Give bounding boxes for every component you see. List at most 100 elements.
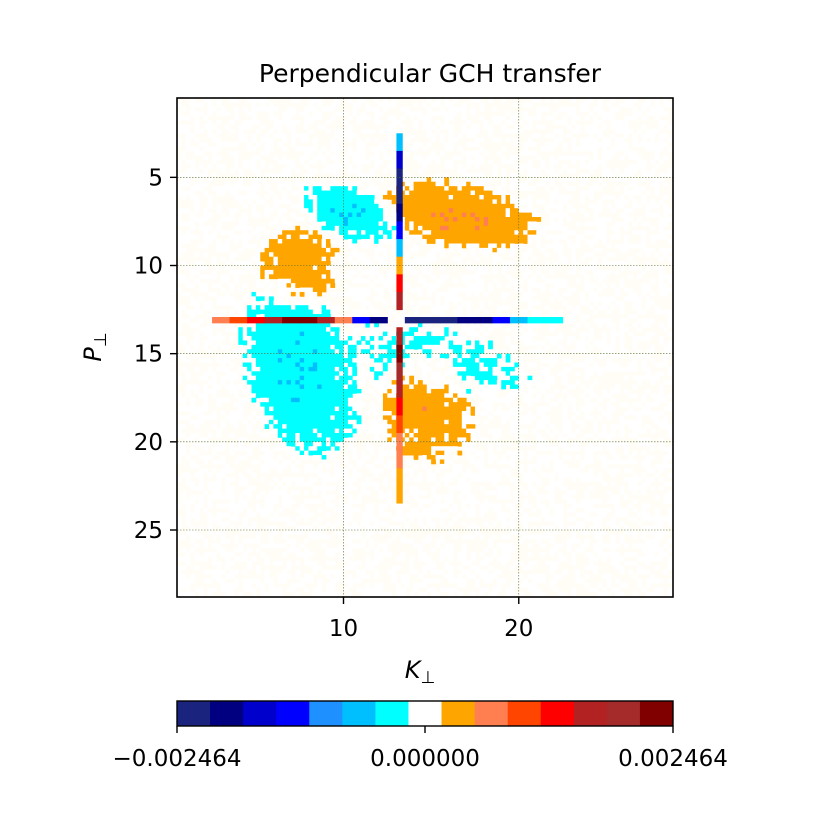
heatmap-cell-1597 — [190, 217, 195, 222]
heatmap-cell-3992 — [347, 371, 353, 377]
heatmap-cell-4821 — [347, 419, 353, 425]
heatmap-cell-2587 — [387, 278, 393, 284]
heatmap-cell-1006 — [198, 181, 204, 187]
heatmap-cell-312 — [207, 124, 213, 130]
heatmap-cell-2936 — [496, 305, 502, 310]
heatmap-cell-1740 — [575, 221, 581, 227]
heatmap-cell-2706 — [453, 287, 458, 293]
heatmap-cell-4924 — [514, 424, 520, 430]
heatmap-cell-728 — [619, 155, 625, 161]
heatmap-cell-1360 — [623, 199, 629, 205]
heatmap-cell-4436 — [330, 397, 336, 403]
heatmap-cell-1228 — [304, 194, 309, 200]
heatmap-cell-3414 — [658, 336, 664, 341]
heatmap-cell-1282 — [588, 194, 594, 200]
heatmap-cell-1477 — [409, 208, 415, 214]
heatmap-cell-4461 — [461, 397, 467, 403]
heatmap-cell-3722 — [597, 353, 603, 359]
heatmap-cell-2134 — [553, 243, 559, 249]
heatmap-cell-2504 — [207, 274, 213, 280]
heatmap-cell-4313 — [488, 388, 493, 394]
heatmap-cell-834 — [628, 164, 634, 169]
heatmap-cell-1011 — [251, 181, 257, 187]
heatmap-cell-4952 — [290, 428, 296, 434]
heatmap-cell-3030 — [264, 314, 270, 319]
heatmap-cell-902 — [273, 172, 279, 178]
heatmap-cell-710 — [466, 155, 471, 161]
heatmap-cell-3289 — [325, 331, 331, 337]
heatmap-cell-442 — [439, 133, 445, 139]
heatmap-cell-321 — [286, 124, 292, 130]
heatmap-cell-2935 — [479, 305, 485, 310]
heatmap-cell-960 — [343, 177, 349, 183]
heatmap-cell-4087 — [483, 375, 489, 381]
heatmap-cell-3202 — [203, 327, 209, 333]
heatmap-cell-4429 — [299, 397, 305, 403]
heatmap-cell-2010 — [233, 239, 239, 244]
heatmap-cell-851 — [308, 168, 314, 174]
heatmap-cell-4771 — [466, 415, 471, 421]
heatmap-cell-3641 — [575, 349, 581, 355]
heatmap-cell-879 — [588, 168, 594, 174]
heatmap-cell-2237 — [361, 252, 366, 258]
heatmap-cell-1626 — [378, 217, 384, 222]
heatmap-cell-1811 — [510, 225, 515, 231]
heatmap-cell-929 — [549, 172, 555, 178]
heatmap-cell-376 — [334, 128, 340, 134]
heatmap-cell-537 — [361, 142, 366, 147]
heatmap-cell-3307 — [431, 331, 436, 337]
heatmap-cell-63 — [382, 102, 388, 108]
heatmap-cell-4527 — [431, 402, 436, 407]
heatmap-cell-3551 — [470, 344, 476, 350]
heatmap-cell-3575 — [207, 349, 213, 355]
heatmap-cell-4731 — [273, 415, 279, 421]
heatmap-cell-2234 — [347, 252, 353, 258]
heatmap-cell-4336 — [233, 393, 239, 399]
heatmap-cell-3801 — [584, 358, 590, 363]
heatmap-cell-388 — [426, 128, 432, 134]
heatmap-cell-4608 — [461, 406, 467, 412]
heatmap-cell-1253 — [417, 194, 423, 200]
heatmap-cell-53 — [260, 102, 266, 108]
heatmap-cell-2464 — [330, 269, 336, 275]
heatmap-cell-1996 — [615, 234, 620, 240]
heatmap-cell-4726 — [247, 415, 252, 421]
heatmap-cell-543 — [417, 142, 423, 147]
heatmap-cell-4104 — [641, 375, 647, 381]
heatmap-cell-3303 — [404, 331, 410, 337]
heatmap-cell-4982 — [426, 428, 432, 434]
heatmap-cell-4144 — [378, 380, 384, 385]
heatmap-cell-4083 — [461, 375, 467, 381]
heatmap-cell-4628 — [610, 406, 616, 412]
heatmap-cell-4373 — [422, 393, 428, 399]
heatmap-cell-3524 — [343, 344, 349, 350]
heatmap-cell-3902 — [299, 366, 305, 372]
heatmap-cell-4219 — [391, 384, 397, 390]
heatmap-cell-2284 — [330, 256, 336, 262]
heatmap-cell-4659 — [330, 410, 336, 416]
heatmap-cell-1592 — [650, 212, 655, 218]
heatmap-cell-626 — [593, 146, 599, 152]
heatmap-cell-3484 — [580, 340, 585, 346]
heatmap-cell-2667 — [602, 283, 607, 288]
heatmap-cell-1176 — [391, 190, 397, 196]
heatmap-cell-3851 — [461, 362, 467, 368]
heatmap-cell-4340 — [260, 393, 266, 399]
heatmap-cell-3688 — [356, 353, 362, 359]
heatmap-cell-4001 — [422, 371, 428, 377]
heatmap-cell-3480 — [549, 340, 555, 346]
heatmap-cell-970 — [431, 177, 436, 183]
heatmap-cell-2487 — [536, 269, 542, 275]
heatmap-cell-67 — [422, 102, 428, 108]
heatmap-cell-1315 — [365, 199, 371, 205]
heatmap-cell-1040 — [457, 181, 463, 187]
heatmap-cell-84 — [641, 102, 647, 108]
heatmap-cell-512 — [619, 137, 625, 143]
heatmap-cell-3859 — [501, 362, 507, 368]
heatmap-cell-3792 — [501, 358, 507, 363]
heatmap-cell-1090 — [334, 186, 340, 191]
heatmap-cell-813 — [391, 164, 397, 169]
heatmap-cell-4243 — [527, 384, 533, 390]
heatmap-cell-2124 — [488, 243, 493, 249]
heatmap-cell-4256 — [203, 388, 209, 394]
